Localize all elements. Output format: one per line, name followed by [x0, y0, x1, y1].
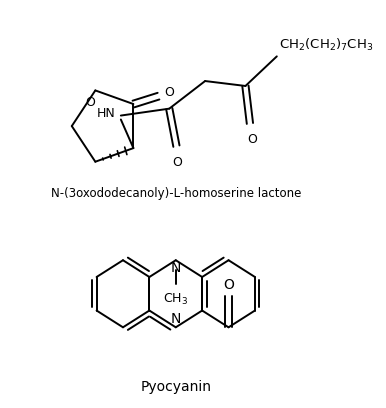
Text: CH$_2$(CH$_2$)$_7$CH$_3$: CH$_2$(CH$_2$)$_7$CH$_3$: [279, 37, 374, 53]
Text: N: N: [171, 312, 181, 326]
Text: CH$_3$: CH$_3$: [163, 292, 188, 307]
Text: Pyocyanin: Pyocyanin: [140, 381, 211, 395]
Text: O: O: [173, 156, 182, 169]
Text: O: O: [247, 133, 257, 146]
Text: N-(3oxododecanoly)-L-homoserine lactone: N-(3oxododecanoly)-L-homoserine lactone: [51, 186, 301, 200]
Text: N: N: [171, 261, 181, 275]
Text: O: O: [164, 86, 174, 99]
Text: O: O: [85, 96, 95, 109]
Text: O: O: [223, 278, 234, 292]
Text: HN: HN: [97, 107, 116, 120]
